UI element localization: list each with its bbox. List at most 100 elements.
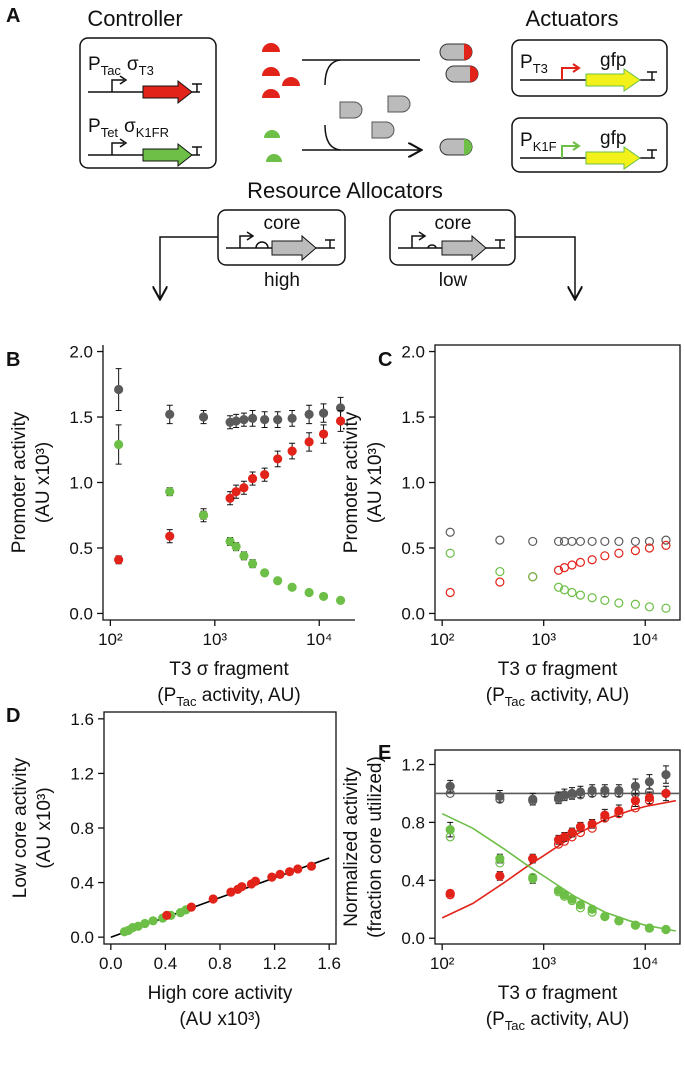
y-tick-label: 0.5 xyxy=(401,539,425,558)
data-point xyxy=(614,785,624,796)
data-point xyxy=(285,867,295,877)
data-point xyxy=(575,536,586,547)
data-point xyxy=(528,796,538,806)
fit-line xyxy=(441,812,676,932)
data-point xyxy=(306,861,317,871)
x-tick-label: 10³ xyxy=(531,954,556,973)
data-point xyxy=(445,825,455,835)
data-point xyxy=(644,602,655,612)
x-tick-label: 1.6 xyxy=(317,954,341,973)
y-tick-label: 1.5 xyxy=(401,408,425,427)
data-point xyxy=(553,887,564,897)
x-axis-title: (PTac activity, AU) xyxy=(486,1009,629,1033)
data-point xyxy=(495,791,505,801)
sigma-fragments xyxy=(262,43,411,162)
gene-label: gfp xyxy=(600,128,626,149)
x-axis-title: (PTac activity, AU) xyxy=(157,685,300,709)
x-tick-label: 10⁴ xyxy=(632,630,658,649)
data-point xyxy=(575,900,586,910)
chart-panel: C 10² 10³ 10⁴ 0.0 0.5 1.0 1.5 2.0 T3 σ fragment (P… xyxy=(341,343,681,709)
controller-box xyxy=(79,37,217,169)
data-point xyxy=(114,384,124,395)
data-point xyxy=(247,473,258,484)
promoter-arrow xyxy=(119,75,128,85)
plot-frame xyxy=(434,344,681,621)
data-point xyxy=(600,536,610,547)
x-tick-label: 10⁴ xyxy=(306,630,332,649)
data-point xyxy=(247,413,258,423)
data-point xyxy=(304,409,314,420)
data-point xyxy=(587,593,597,603)
data-point xyxy=(445,832,455,842)
y-tick-label: 1.0 xyxy=(69,474,93,493)
data-point xyxy=(114,439,124,450)
plot-frame xyxy=(434,749,681,945)
data-point xyxy=(567,560,577,570)
holoenzymes xyxy=(439,43,479,156)
y-axis-title: (AU x10³) xyxy=(365,442,386,523)
data-point xyxy=(495,577,505,587)
data-point xyxy=(273,576,283,586)
data-point xyxy=(614,548,624,558)
y-tick-label: 1.0 xyxy=(401,474,425,493)
x-tick-label: 1.2 xyxy=(263,954,287,973)
data-point xyxy=(567,832,577,842)
data-point xyxy=(231,542,241,552)
data-point xyxy=(559,536,570,547)
x-tick-label: 0.8 xyxy=(208,954,232,973)
reaction-arrow xyxy=(302,59,420,150)
data-point xyxy=(661,770,671,780)
data-point xyxy=(165,487,175,497)
data-point xyxy=(495,794,505,804)
controller-title: Controller xyxy=(87,6,182,31)
data-point xyxy=(553,536,564,547)
data-point xyxy=(614,806,624,816)
y-tick-label: 0.8 xyxy=(70,819,94,838)
data-point xyxy=(287,582,297,592)
data-point xyxy=(231,487,241,497)
x-axis-title: T3 σ fragment xyxy=(498,659,618,680)
x-tick-label: 10³ xyxy=(531,630,556,649)
y-tick-label: 0.5 xyxy=(69,539,93,558)
data-point xyxy=(445,781,455,791)
data-point xyxy=(273,454,283,464)
data-point xyxy=(575,787,586,797)
data-point xyxy=(148,916,158,926)
promoter-label: PTet σK1FR xyxy=(88,116,169,140)
data-point xyxy=(445,587,455,598)
y-tick-label: 0.4 xyxy=(401,871,425,890)
y-tick-label: 1.2 xyxy=(70,764,94,783)
x-axis-title: High core activity xyxy=(148,983,293,1004)
gene-arrow xyxy=(585,146,641,170)
chart-panel: E 10² 10³ 10⁴ 0.0 0.4 0.8 1.2 T3 σ fragment (PTac… xyxy=(341,742,681,1033)
actuators-title: Actuators xyxy=(526,6,619,31)
flow-arrow xyxy=(160,236,218,298)
gene-label: core xyxy=(264,213,301,234)
data-point xyxy=(260,470,270,480)
data-point xyxy=(559,836,570,846)
data-point xyxy=(231,416,241,426)
data-point xyxy=(630,920,640,930)
axis-line xyxy=(102,345,355,621)
x-axis-title: T3 σ fragment xyxy=(498,983,618,1004)
data-point xyxy=(273,415,283,425)
data-point xyxy=(553,794,564,804)
promoter-arrow xyxy=(561,63,581,80)
data-point xyxy=(587,823,597,833)
data-point xyxy=(600,595,610,605)
data-point xyxy=(575,590,586,600)
data-point xyxy=(495,566,505,577)
y-tick-label: 1.6 xyxy=(70,710,94,729)
y-tick-label: 2.0 xyxy=(401,343,425,362)
data-point xyxy=(553,582,564,592)
y-tick-label: 0.0 xyxy=(401,604,425,623)
data-point xyxy=(600,911,610,922)
fit-line xyxy=(441,799,676,919)
x-tick-label: 0.4 xyxy=(154,954,178,973)
data-point xyxy=(567,587,577,598)
y-axis-title: (fraction core utilized) xyxy=(365,756,386,938)
data-point xyxy=(304,437,314,447)
data-point xyxy=(614,788,624,799)
data-point xyxy=(661,603,671,613)
